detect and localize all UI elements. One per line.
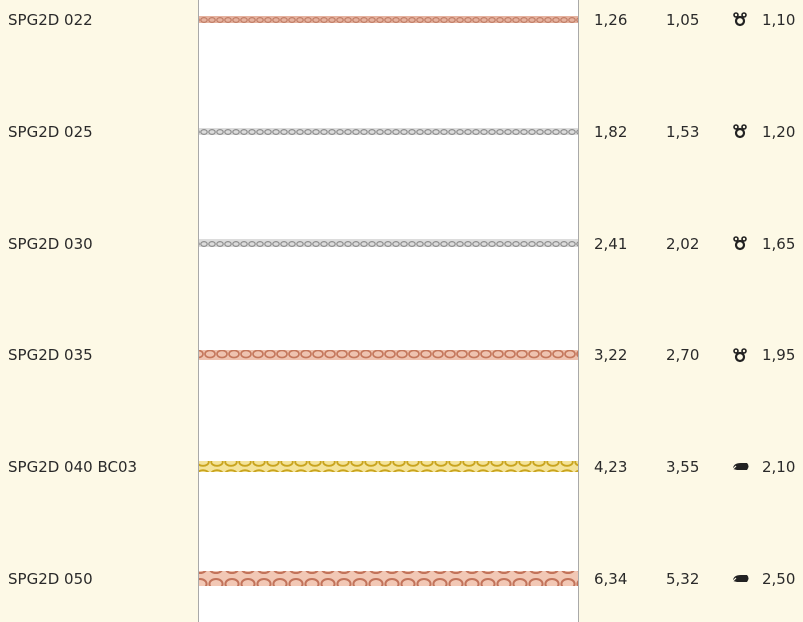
value-2: 3,55 [666, 458, 700, 477]
value-1: 3,22 [594, 346, 628, 365]
chain-image [199, 239, 578, 247]
chain-image [199, 128, 578, 135]
value-3: 2,50 [762, 570, 796, 588]
chain-image [199, 350, 578, 360]
clasp-icon [732, 235, 748, 251]
value-3: 2,10 [762, 458, 796, 477]
product-code: SPG2D 030 [8, 234, 93, 253]
value-1: 2,41 [594, 234, 628, 253]
product-code: SPG2D 022 [8, 11, 93, 29]
value-1: 6,34 [594, 570, 628, 588]
chain-image [199, 461, 578, 472]
value-1: 1,82 [594, 122, 628, 141]
product-code: SPG2D 035 [8, 346, 93, 365]
value-2: 1,53 [666, 122, 700, 141]
value-1: 4,23 [594, 458, 628, 477]
value-2: 2,02 [666, 234, 700, 253]
clasp-icon [732, 123, 748, 139]
chain-image [199, 16, 578, 23]
value-2: 5,32 [666, 570, 700, 588]
chain-image [199, 571, 578, 586]
clasp-icon [732, 462, 750, 471]
value-2: 2,70 [666, 346, 700, 365]
product-code: SPG2D 025 [8, 122, 93, 141]
clasp-icon [732, 11, 748, 27]
value-2: 1,05 [666, 11, 700, 29]
value-3: 1,65 [762, 234, 796, 253]
clasp-icon [732, 347, 748, 363]
value-3: 1,20 [762, 122, 796, 141]
value-3: 1,10 [762, 11, 796, 29]
product-code: SPG2D 040 BC03 [8, 458, 138, 477]
product-code: SPG2D 050 [8, 570, 93, 588]
image-column [198, 0, 579, 622]
value-3: 1,95 [762, 346, 796, 365]
clasp-icon [732, 574, 750, 583]
value-1: 1,26 [594, 11, 628, 29]
